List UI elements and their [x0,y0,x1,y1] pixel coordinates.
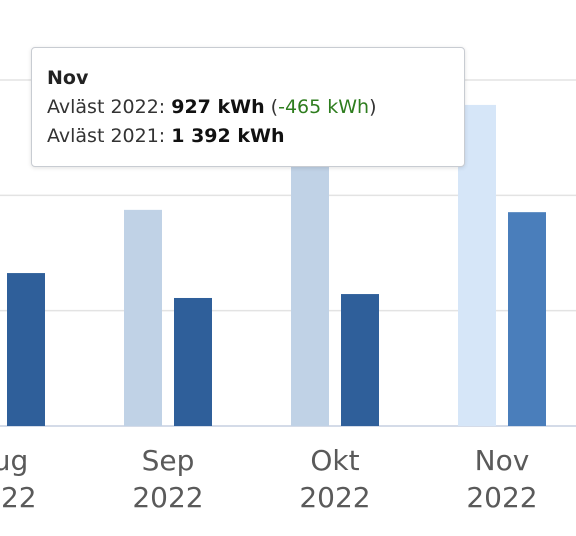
tooltip-line: Avläst 2021: 1 392 kWh [47,122,449,151]
bar [7,273,45,426]
tooltip-text: 1 392 kWh [171,125,285,147]
tooltip-text: ( [264,96,279,118]
tooltip-title: Nov [47,67,89,89]
tooltip-text: -465 kWh [278,96,370,118]
tooltip-text: Avläst 2021: [47,125,172,147]
bar [341,294,379,426]
tooltip-line: Avläst 2022: 927 kWh (-465 kWh) [47,93,449,122]
x-tick-label: Aug 2022 [0,444,37,514]
tooltip-text: Avläst 2022: [47,96,172,118]
bar [508,212,546,426]
x-tick-label: Nov 2022 [466,444,538,514]
x-tick-label: Okt 2022 [299,444,371,514]
tooltip-text: 927 kWh [171,96,265,118]
bar [124,209,162,426]
bar [174,297,212,426]
tooltip-text: ) [369,96,377,118]
bar [291,160,329,426]
x-tick-label: Sep 2022 [132,444,204,514]
tooltip: Nov Avläst 2022: 927 kWh (-465 kWh) Avläs… [31,47,465,167]
